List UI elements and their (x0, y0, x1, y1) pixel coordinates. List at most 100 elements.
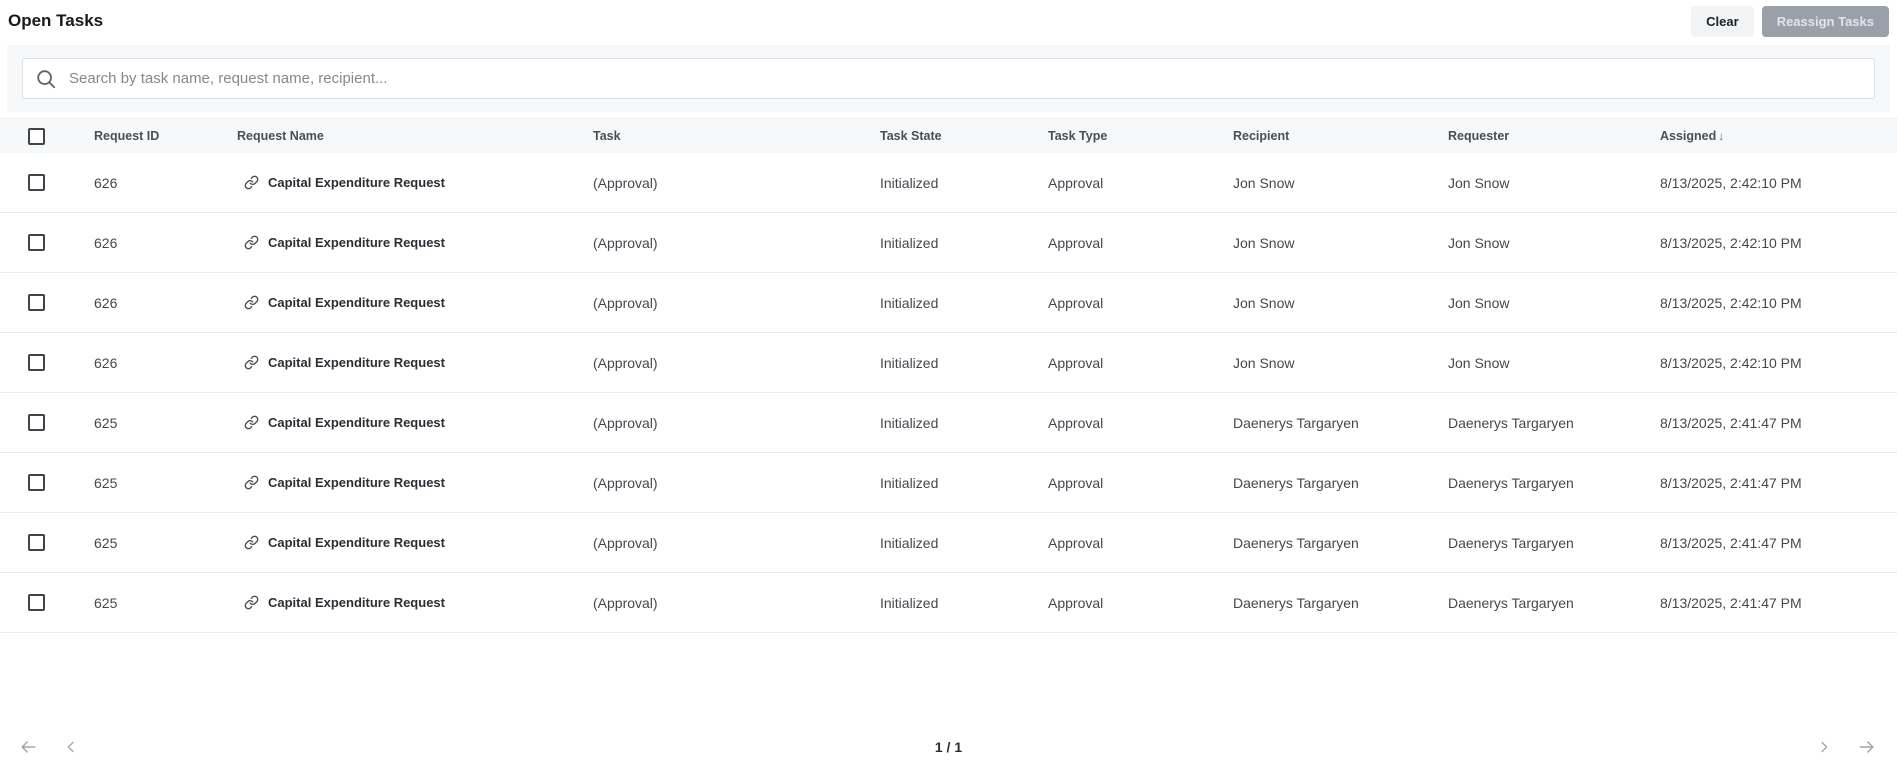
cell-request-id: 626 (94, 174, 118, 191)
row-checkbox-cell (0, 354, 75, 371)
cell-task: (Approval) (593, 534, 658, 551)
cell-assigned: 8/13/2025, 2:41:47 PM (1660, 414, 1802, 431)
table-row: 626 Capital Expenditure Request (Approva… (0, 273, 1897, 333)
link-icon (244, 535, 259, 550)
cell-assigned: 8/13/2025, 2:41:47 PM (1660, 474, 1802, 491)
row-checkbox[interactable] (28, 294, 45, 311)
cell-recipient: Jon Snow (1233, 294, 1295, 311)
cell-task-state: Initialized (880, 294, 939, 311)
select-all-checkbox[interactable] (28, 127, 45, 145)
cell-task-type: Approval (1048, 174, 1104, 191)
row-checkbox-cell (0, 174, 75, 191)
column-header-recipient[interactable]: Recipient (1233, 129, 1290, 143)
row-checkbox-cell (0, 474, 75, 491)
cell-task: (Approval) (593, 594, 658, 611)
column-header-assigned-label: Assigned (1660, 129, 1717, 143)
row-checkbox-cell (0, 534, 75, 551)
cell-task-type: Approval (1048, 414, 1104, 431)
cell-request-id: 625 (94, 594, 118, 611)
column-header-task-state[interactable]: Task State (880, 129, 942, 143)
clear-button[interactable]: Clear (1691, 6, 1754, 37)
request-name-link[interactable]: Capital Expenditure Request (268, 175, 445, 190)
link-icon (244, 415, 259, 430)
header-checkbox-cell (0, 127, 75, 145)
topbar-actions: Clear Reassign Tasks (1691, 6, 1889, 37)
column-header-task[interactable]: Task (593, 129, 621, 143)
cell-request-name: Capital Expenditure Request (230, 535, 585, 550)
reassign-tasks-button[interactable]: Reassign Tasks (1761, 6, 1889, 37)
column-header-request-name[interactable]: Request Name (237, 129, 324, 143)
cell-task-type: Approval (1048, 354, 1104, 371)
cell-task: (Approval) (593, 174, 658, 191)
cell-request-name: Capital Expenditure Request (230, 355, 585, 370)
cell-task: (Approval) (593, 294, 658, 311)
sort-desc-icon: ↓ (1718, 129, 1725, 143)
table-row: 626 Capital Expenditure Request (Approva… (0, 153, 1897, 213)
cell-task-state: Initialized (880, 594, 939, 611)
row-checkbox[interactable] (28, 354, 45, 371)
pagination-bar: 1 / 1 (0, 727, 1897, 767)
cell-request-id: 625 (94, 534, 118, 551)
row-checkbox[interactable] (28, 414, 45, 431)
cell-request-id: 626 (94, 294, 118, 311)
request-name-link[interactable]: Capital Expenditure Request (268, 415, 445, 430)
cell-requester: Daenerys Targaryen (1448, 534, 1574, 551)
column-header-assigned[interactable]: Assigned ↓ (1650, 129, 1897, 143)
table-row: 625 Capital Expenditure Request (Approva… (0, 453, 1897, 513)
request-name-link[interactable]: Capital Expenditure Request (268, 235, 445, 250)
column-header-request-id[interactable]: Request ID (94, 129, 160, 143)
cell-request-id: 626 (94, 354, 118, 371)
next-page-button[interactable] (1803, 732, 1845, 762)
table-body: 626 Capital Expenditure Request (Approva… (0, 153, 1897, 633)
last-page-button[interactable] (1845, 731, 1889, 763)
cell-recipient: Jon Snow (1233, 354, 1295, 371)
cell-task: (Approval) (593, 414, 658, 431)
column-header-requester[interactable]: Requester (1448, 129, 1510, 143)
row-checkbox-cell (0, 594, 75, 611)
cell-task-state: Initialized (880, 414, 939, 431)
link-icon (244, 235, 259, 250)
cell-request-id: 625 (94, 414, 118, 431)
search-icon (35, 68, 57, 90)
link-icon (244, 355, 259, 370)
request-name-link[interactable]: Capital Expenditure Request (268, 595, 445, 610)
search-input[interactable] (69, 70, 1862, 87)
prev-page-button[interactable] (50, 732, 92, 762)
row-checkbox-cell (0, 414, 75, 431)
request-name-link[interactable]: Capital Expenditure Request (268, 355, 445, 370)
cell-task-type: Approval (1048, 294, 1104, 311)
cell-recipient: Daenerys Targaryen (1233, 414, 1359, 431)
cell-requester: Jon Snow (1448, 234, 1510, 251)
cell-task-state: Initialized (880, 174, 939, 191)
cell-assigned: 8/13/2025, 2:42:10 PM (1660, 354, 1802, 371)
request-name-link[interactable]: Capital Expenditure Request (268, 535, 445, 550)
table-row: 625 Capital Expenditure Request (Approva… (0, 393, 1897, 453)
request-name-link[interactable]: Capital Expenditure Request (268, 475, 445, 490)
cell-assigned: 8/13/2025, 2:41:47 PM (1660, 534, 1802, 551)
cell-requester: Daenerys Targaryen (1448, 474, 1574, 491)
row-checkbox[interactable] (28, 534, 45, 551)
cell-task-type: Approval (1048, 534, 1104, 551)
page-indicator: 1 / 1 (934, 739, 963, 755)
table-header-row: Request ID Request Name Task Task State … (0, 118, 1897, 153)
cell-recipient: Daenerys Targaryen (1233, 474, 1359, 491)
row-checkbox[interactable] (28, 234, 45, 251)
row-checkbox-cell (0, 234, 75, 251)
cell-task-type: Approval (1048, 594, 1104, 611)
row-checkbox[interactable] (28, 174, 45, 191)
row-checkbox[interactable] (28, 474, 45, 491)
link-icon (244, 295, 259, 310)
search-panel (7, 45, 1890, 112)
search-box[interactable] (22, 58, 1875, 99)
link-icon (244, 595, 259, 610)
row-checkbox-cell (0, 294, 75, 311)
first-page-button[interactable] (6, 731, 50, 763)
table-row: 626 Capital Expenditure Request (Approva… (0, 213, 1897, 273)
cell-request-id: 626 (94, 234, 118, 251)
row-checkbox[interactable] (28, 594, 45, 611)
cell-requester: Jon Snow (1448, 354, 1510, 371)
link-icon (244, 175, 259, 190)
column-header-task-type[interactable]: Task Type (1048, 129, 1108, 143)
cell-task-state: Initialized (880, 474, 939, 491)
request-name-link[interactable]: Capital Expenditure Request (268, 295, 445, 310)
